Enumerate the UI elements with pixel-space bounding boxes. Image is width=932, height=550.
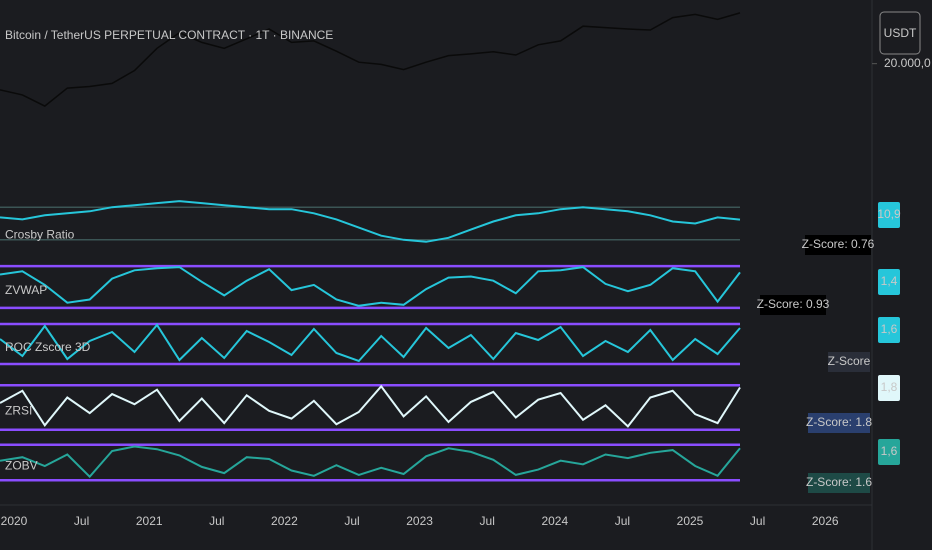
data-line — [0, 384, 741, 428]
annotation: Z-Score: 0.76 — [802, 237, 875, 251]
x-tick-label: Jul — [615, 514, 630, 528]
x-tick-label: Jul — [750, 514, 765, 528]
currency-box — [879, 11, 921, 55]
currency: USDT — [884, 26, 917, 40]
data-line — [0, 200, 741, 243]
data-line — [0, 445, 741, 479]
annotation: Z-Score: 0.93 — [757, 297, 830, 311]
chart-title: Bitcoin / TetherUS PERPETUAL CONTRACT · … — [5, 28, 333, 42]
pane-title: ZOBV — [5, 459, 38, 473]
last-value-label: 1,6 — [881, 322, 898, 336]
last-value-label: 1,8 — [881, 380, 898, 394]
x-tick-label: 2022 — [271, 514, 298, 528]
pane-title: ROC Zscore 3D — [5, 340, 91, 354]
x-tick-label: 2020 — [1, 514, 28, 528]
x-tick-label: Jul — [344, 514, 359, 528]
annotation-box — [828, 352, 870, 372]
annotation: Z-Score — [828, 354, 871, 368]
data-line — [0, 323, 741, 363]
last-value-box — [878, 439, 900, 465]
x-tick-label: 2025 — [677, 514, 704, 528]
annotation-box — [808, 413, 870, 433]
last-value-label: 10,9 — [877, 207, 901, 221]
data-line — [0, 12, 741, 107]
last-value-box — [878, 375, 900, 401]
last-value-box — [878, 269, 900, 295]
annotation-box — [805, 235, 871, 255]
last-value-label: 1,6 — [881, 444, 898, 458]
x-tick-label: 2026 — [812, 514, 839, 528]
x-tick-label: Jul — [74, 514, 89, 528]
y-tick-label: 20.000,0 — [884, 56, 931, 70]
x-tick-label: 2023 — [406, 514, 433, 528]
x-tick-label: 2021 — [136, 514, 163, 528]
annotation: Z-Score: 1.8 — [806, 415, 872, 429]
pane-title: ZRSI — [5, 404, 32, 418]
data-line — [0, 266, 741, 307]
annotation-box — [760, 295, 826, 315]
x-tick-label: Jul — [480, 514, 495, 528]
pane-title: Crosby Ratio — [5, 228, 75, 242]
annotation-box — [808, 473, 870, 493]
annotation: Z-Score: 1.6 — [806, 475, 872, 489]
last-value-label: 1,4 — [881, 274, 898, 288]
x-tick-label: Jul — [209, 514, 224, 528]
last-value-box — [878, 202, 900, 228]
last-value-box — [878, 317, 900, 343]
x-tick-label: 2024 — [541, 514, 568, 528]
pane-title: ZVWAP — [5, 283, 47, 297]
